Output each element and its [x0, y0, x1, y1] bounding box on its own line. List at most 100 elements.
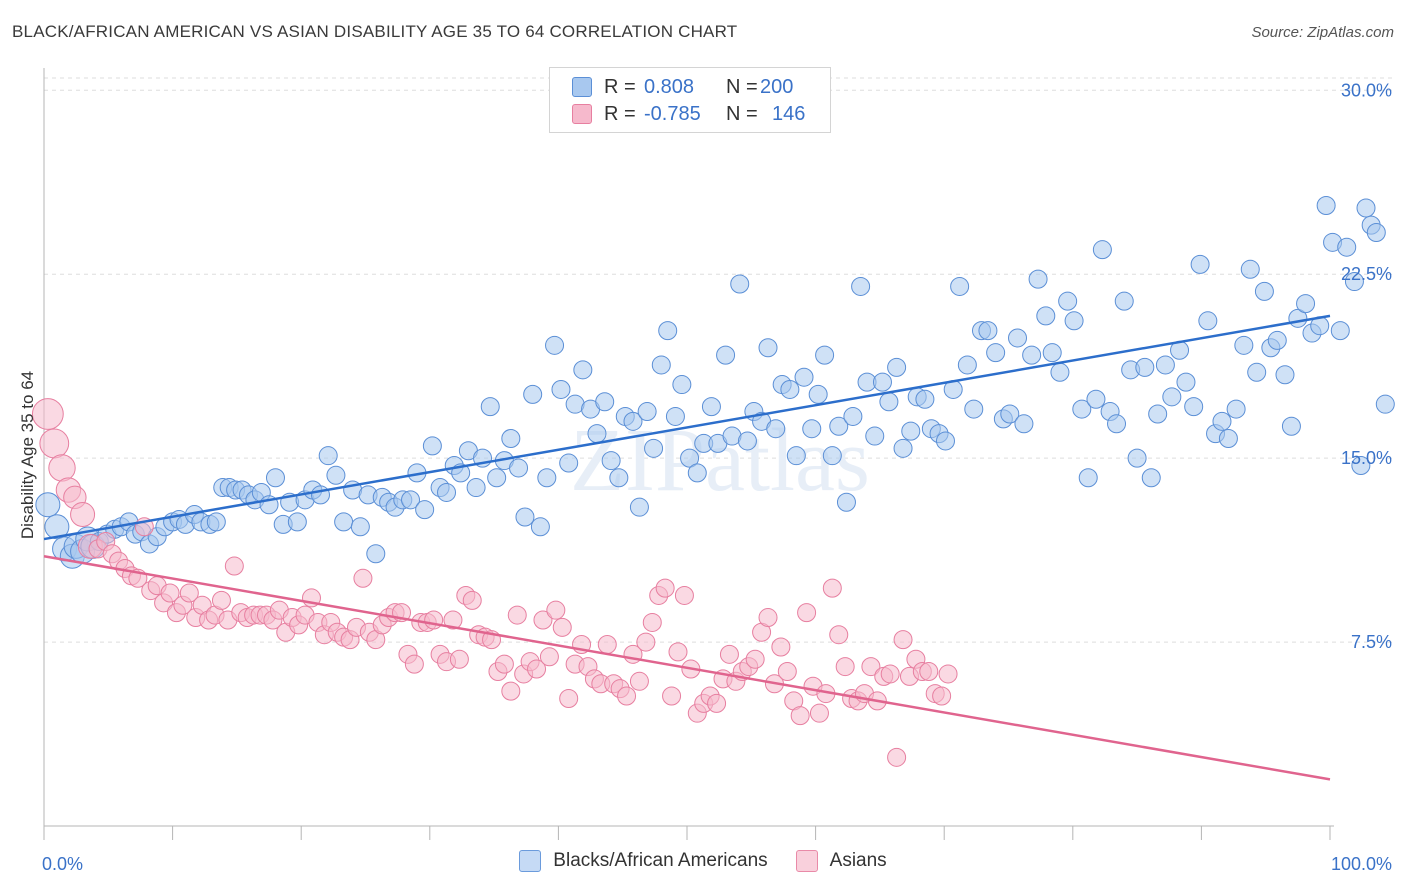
blue-point [1316, 196, 1336, 216]
blue-point [422, 436, 442, 456]
y-tick-labels: 7.5% 15.0% 22.5% 30.0% [1341, 80, 1392, 652]
blue-point [1184, 397, 1204, 417]
blue-point [1022, 345, 1042, 365]
blue-trend-line [43, 314, 1331, 541]
blue-point [1162, 387, 1182, 407]
x-tick-label: 100.0% [1331, 854, 1392, 874]
pink-point [932, 686, 952, 706]
pink-point [533, 610, 553, 630]
correlation-legend: R = 0.808 N = 200 R = -0.785 N = 146 [549, 67, 831, 133]
blue-point [515, 507, 535, 527]
legend-label: Blacks/African Americans [553, 850, 768, 871]
blue-point [680, 448, 700, 468]
legend-item-asians[interactable]: Asians [795, 850, 887, 872]
blue-point [1148, 404, 1168, 424]
blue-point [766, 419, 786, 439]
r-value: 0.808 [644, 75, 695, 98]
pink-point [809, 703, 829, 723]
pink-point [880, 664, 900, 684]
blue-point [644, 438, 664, 458]
y-tick-label: 7.5% [1351, 632, 1392, 652]
blue-point [44, 514, 70, 540]
blue-point [1050, 362, 1070, 382]
blue-point [716, 345, 736, 365]
chart-title: BLACK/AFRICAN AMERICAN VS ASIAN DISABILI… [12, 22, 738, 41]
legend-row-blue: R = 0.808 N = 200 [572, 74, 793, 100]
r-label: R = [604, 102, 636, 125]
pink-point [617, 686, 637, 706]
pink-series-points [31, 398, 958, 767]
pink-point [719, 644, 739, 664]
blue-point [836, 492, 856, 512]
blue-point [530, 517, 550, 537]
blue-point [1176, 372, 1196, 392]
pink-point [501, 681, 521, 701]
y-tick-label: 30.0% [1341, 80, 1392, 100]
blue-point [1127, 448, 1147, 468]
pink-point [707, 693, 727, 713]
blue-point [758, 338, 778, 358]
pink-point [668, 642, 688, 662]
blue-point [651, 355, 671, 375]
blue-point [287, 512, 307, 532]
blue-point [601, 451, 621, 471]
pink-point [224, 556, 244, 576]
blue-point [437, 482, 457, 502]
blue-point [808, 384, 828, 404]
pink-point [211, 590, 231, 610]
pink-point [552, 617, 572, 637]
blue-point [978, 321, 998, 341]
blue-point [1198, 311, 1218, 331]
blue-swatch [519, 850, 542, 872]
pink-point [546, 600, 566, 620]
blue-point [1226, 399, 1246, 419]
blue-point [310, 485, 330, 505]
blue-point [1114, 291, 1134, 311]
blue-point [1092, 240, 1112, 260]
blue-point [1008, 328, 1028, 348]
blue-point [334, 512, 354, 532]
blue-point [466, 478, 486, 498]
y-tick-label: 15.0% [1341, 448, 1392, 468]
blue-point [1072, 399, 1092, 419]
pink-point [179, 583, 199, 603]
pink-point [449, 649, 469, 669]
blue-point [1000, 404, 1020, 424]
pink-point [674, 585, 694, 605]
pink-point [938, 664, 958, 684]
blue-point [401, 490, 421, 510]
blue-point [1190, 254, 1210, 274]
pink-trend-line [43, 554, 1331, 781]
legend-item-blacks[interactable]: Blacks/African Americans [519, 850, 768, 872]
blue-point [893, 438, 913, 458]
blue-point [559, 453, 579, 473]
blue-point [872, 372, 892, 392]
blue-point [587, 424, 607, 444]
blue-point [1218, 429, 1238, 449]
pink-point [507, 605, 527, 625]
pink-point [822, 578, 842, 598]
blue-series-points [35, 196, 1395, 569]
pink-swatch [572, 104, 592, 124]
blue-point [1356, 198, 1376, 218]
blue-point [551, 379, 571, 399]
blue-point [487, 468, 507, 488]
pink-point [494, 654, 514, 674]
pink-point [790, 706, 810, 726]
blue-point [815, 345, 835, 365]
blue-point [265, 468, 285, 488]
blue-point [1366, 223, 1386, 243]
pink-point [559, 688, 579, 708]
blue-point [350, 517, 370, 537]
r-label: R = [604, 75, 636, 98]
blue-point [1107, 414, 1127, 434]
blue-point [1351, 455, 1371, 475]
blue-point [366, 544, 386, 564]
blue-point [780, 379, 800, 399]
blue-point [206, 512, 226, 532]
blue-point [480, 397, 500, 417]
trend-lines [43, 314, 1331, 781]
blue-point [573, 360, 593, 380]
blue-point [1058, 291, 1078, 311]
